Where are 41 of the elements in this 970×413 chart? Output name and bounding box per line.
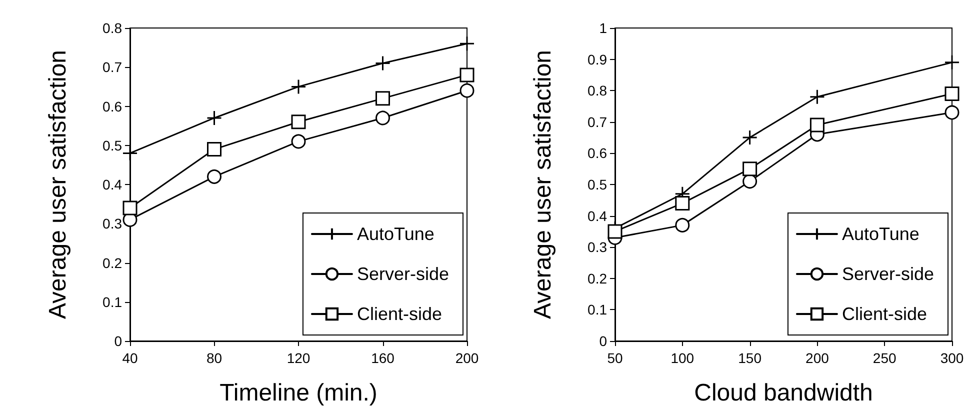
legend-label: AutoTune bbox=[842, 224, 920, 244]
y-tick-label: 0.1 bbox=[588, 302, 608, 318]
x-tick-label: 120 bbox=[286, 350, 310, 366]
x-axis-title: Cloud bandwidth bbox=[694, 380, 873, 406]
y-tick-label: 0.4 bbox=[102, 176, 122, 192]
y-tick-label: 0 bbox=[114, 333, 122, 349]
x-tick-label: 150 bbox=[738, 350, 762, 366]
y-tick-label: 0.9 bbox=[588, 51, 608, 68]
y-tick-label: 0.4 bbox=[588, 208, 608, 224]
x-tick-label: 100 bbox=[670, 350, 694, 366]
legend-label: Client-side bbox=[842, 304, 928, 324]
y-tick-label: 0.7 bbox=[588, 114, 608, 130]
y-tick-label: 0.7 bbox=[102, 59, 122, 76]
legend-label: Server-side bbox=[356, 264, 449, 284]
y-tick-label: 0.8 bbox=[588, 82, 608, 99]
x-tick-label: 50 bbox=[607, 350, 623, 366]
x-axis-title: Timeline (min.) bbox=[220, 380, 378, 406]
y-tick-label: 0.3 bbox=[102, 216, 122, 232]
x-tick-label: 200 bbox=[455, 350, 479, 366]
y-tick-label: 1 bbox=[599, 20, 608, 36]
x-tick-label: 160 bbox=[371, 350, 395, 366]
y-axis-title: Average user satisfaction bbox=[44, 50, 72, 320]
x-tick-label: 250 bbox=[872, 350, 896, 366]
legend-label: Client-side bbox=[356, 304, 442, 324]
x-tick-label: 300 bbox=[940, 350, 964, 366]
legend-label: Server-side bbox=[842, 264, 934, 284]
y-tick-label: 0.2 bbox=[102, 254, 122, 271]
x-tick-label: 80 bbox=[206, 350, 222, 366]
y-tick-label: 0.8 bbox=[102, 20, 122, 36]
legend-label: AutoTune bbox=[356, 224, 434, 244]
x-tick-label: 40 bbox=[122, 350, 138, 366]
y-tick-label: 0.2 bbox=[588, 270, 608, 286]
y-tick-label: 0 bbox=[599, 333, 608, 349]
y-tick-label: 0.1 bbox=[102, 294, 122, 310]
y-tick-label: 0.6 bbox=[588, 145, 608, 162]
y-tick-label: 0.5 bbox=[588, 176, 608, 192]
x-tick-label: 200 bbox=[806, 350, 830, 366]
y-axis-title: Average user satisfaction bbox=[530, 50, 556, 320]
y-tick-label: 0.6 bbox=[102, 98, 122, 114]
y-tick-label: 0.5 bbox=[102, 137, 122, 154]
y-tick-label: 0.3 bbox=[588, 239, 608, 256]
